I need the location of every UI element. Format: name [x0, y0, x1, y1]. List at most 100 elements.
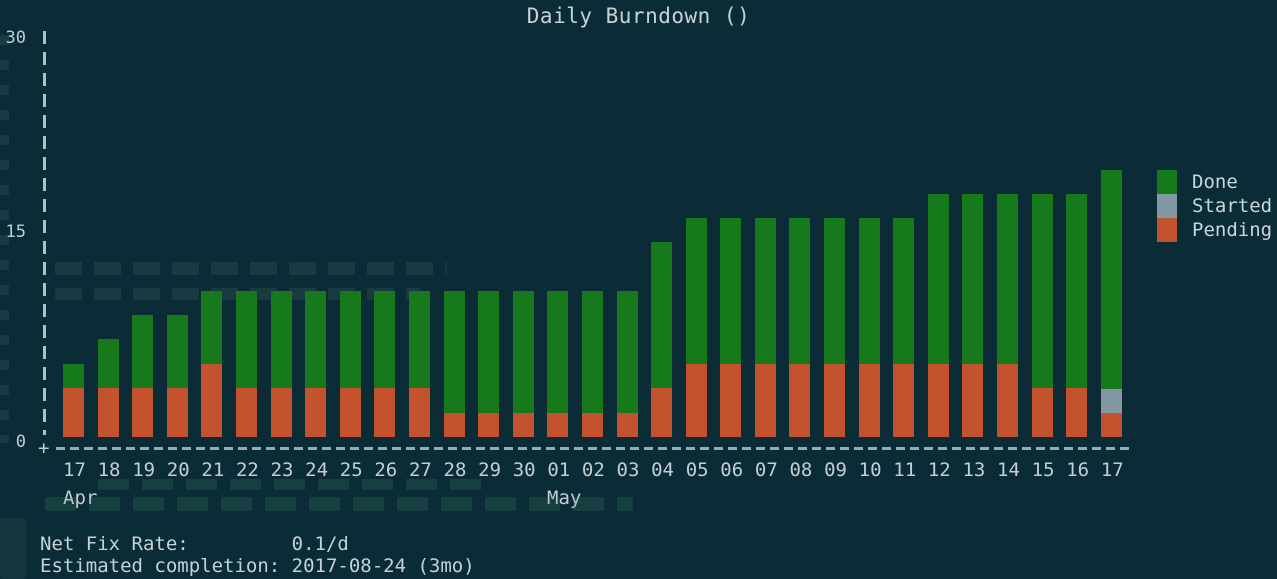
month-label-may: May: [547, 489, 581, 508]
bar-segment-pending: [1031, 388, 1053, 437]
bar-segment-done: [858, 218, 880, 364]
bar-24-11: [893, 149, 915, 437]
ghost-text-row: [98, 479, 490, 490]
y-tick-label-15: 15: [5, 222, 26, 242]
x-tick-label: 04: [651, 459, 674, 481]
bar-17-04: [651, 149, 673, 437]
bar-21-08: [789, 149, 811, 437]
bar-segment-done: [997, 194, 1019, 364]
bar-segment-done: [270, 291, 292, 388]
bar-segment-done: [97, 339, 119, 388]
x-tick-label: 25: [339, 459, 363, 481]
bar-18-05: [685, 149, 707, 437]
x-tick-label: 11: [893, 459, 917, 481]
bar-segment-pending: [305, 388, 327, 437]
bar-segment-pending: [685, 364, 707, 437]
bar-segment-done: [616, 291, 638, 413]
bar-segment-pending: [858, 364, 880, 437]
bar-segment-pending: [893, 364, 915, 437]
x-tick-label: 18: [97, 459, 121, 481]
bar-8-25: [339, 149, 361, 437]
bar-segment-pending: [339, 388, 361, 437]
bar-9-26: [374, 149, 396, 437]
x-tick-label: 24: [305, 459, 329, 481]
bar-segment-pending: [374, 388, 396, 437]
legend-row-done: Done: [1157, 170, 1272, 194]
x-tick-label: 23: [270, 459, 294, 481]
x-tick-label: 15: [1031, 459, 1055, 481]
chart-title: Daily Burndown (): [526, 4, 751, 28]
bar-segment-done: [720, 218, 742, 364]
y-tick-label-30: 30: [5, 28, 26, 48]
bar-13-30: [512, 149, 534, 437]
x-tick-label: 03: [616, 459, 640, 481]
y-tick-label-0: 0: [15, 432, 26, 452]
bar-7-24: [305, 149, 327, 437]
legend-swatch-pending: [1157, 218, 1177, 242]
bar-segment-pending: [581, 413, 603, 437]
bar-29-16: [1066, 149, 1088, 437]
net-fix-rate-row: Net Fix Rate: 0.1/d: [40, 533, 475, 555]
bar-28-15: [1031, 149, 1053, 437]
bar-segment-done: [789, 218, 811, 364]
bar-12-29: [478, 149, 500, 437]
legend-label: Done: [1192, 171, 1238, 193]
chart-legend: Done Started Pending: [1157, 170, 1272, 242]
bar-20-07: [754, 149, 776, 437]
bar-14-01: [547, 149, 569, 437]
bar-segment-pending: [789, 364, 811, 437]
bar-6-23: [270, 149, 292, 437]
month-label-apr: Apr: [63, 489, 97, 508]
bar-25-12: [927, 149, 949, 437]
x-tick-label: 13: [962, 459, 986, 481]
bar-segment-done: [651, 242, 673, 388]
bar-19-06: [720, 149, 742, 437]
bar-segment-pending: [651, 388, 673, 437]
bar-segment-done: [1066, 194, 1088, 388]
x-tick-label: 05: [685, 459, 709, 481]
bar-segment-done: [512, 291, 534, 413]
ghost-text-row: [45, 497, 633, 511]
x-tick-label: 01: [547, 459, 571, 481]
net-fix-rate-value: 0.1/d: [291, 533, 349, 555]
bar-23-10: [858, 149, 880, 437]
bar-segment-pending: [1066, 388, 1088, 437]
bar-segment-pending: [512, 413, 534, 437]
bar-segment-pending: [547, 413, 569, 437]
bar-segment-pending: [132, 388, 154, 437]
bar-segment-pending: [201, 364, 223, 437]
bar-11-28: [443, 149, 465, 437]
bar-segment-done: [1031, 194, 1053, 388]
stats-footer: Net Fix Rate: 0.1/d Estimated completion:…: [40, 533, 475, 577]
x-tick-label: 12: [927, 459, 951, 481]
x-tick-label: 14: [997, 459, 1020, 481]
bar-segment-pending: [408, 388, 430, 437]
bar-segment-done: [408, 291, 430, 388]
bar-16-03: [616, 149, 638, 437]
legend-label: Pending: [1192, 219, 1273, 241]
bar-segment-done: [685, 218, 707, 364]
x-tick-label: 08: [789, 459, 813, 481]
x-axis-labels: 17 18 19 20 21 22 23 24 25 26 27 28 29 30 01 02 03 04 05 06…: [63, 459, 1124, 481]
ghost-text-row: [55, 262, 447, 275]
bar-segment-pending: [1100, 413, 1122, 437]
bar-segment-done: [547, 291, 569, 413]
bar-segment-done: [443, 291, 465, 413]
bar-segment-done: [893, 218, 915, 364]
bar-segment-pending: [443, 413, 465, 437]
bar-segment-pending: [97, 388, 119, 437]
bar-15-02: [581, 149, 603, 437]
x-tick-label: 09: [824, 459, 847, 481]
bar-5-22: [235, 149, 257, 437]
bar-segment-pending: [478, 413, 500, 437]
x-tick-label: 26: [374, 459, 398, 481]
bar-22-09: [824, 149, 846, 437]
ghost-left-strip: [0, 35, 9, 443]
estimated-completion-label: Estimated completion:: [40, 555, 281, 577]
bar-segment-pending: [63, 388, 84, 437]
x-tick-label: 17: [1100, 459, 1124, 481]
legend-swatch-done: [1157, 170, 1177, 194]
estimated-completion-value: 2017-08-24 (3mo): [291, 555, 475, 577]
x-tick-label: 19: [132, 459, 156, 481]
x-tick-label: 30: [512, 459, 536, 481]
